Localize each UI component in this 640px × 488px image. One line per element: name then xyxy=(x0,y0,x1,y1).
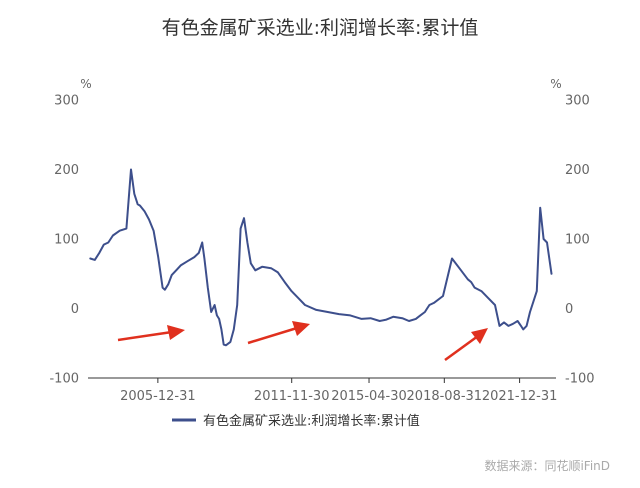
legend: 有色金属矿采选业:利润增长率:累计值 xyxy=(172,413,420,429)
right-y-axis: 300 200 100 0 -100 xyxy=(565,94,595,387)
left-axis-unit: % xyxy=(80,77,91,91)
red-arrow-icon xyxy=(117,325,185,342)
y-tick-label-right: 100 xyxy=(565,233,590,248)
x-tick-label: 2005-12-31 xyxy=(120,389,196,404)
chart-title: 有色金属矿采选业:利润增长率:累计值 xyxy=(162,17,479,39)
red-arrow-icon xyxy=(247,321,310,345)
x-tick-label: 2018-08-31 xyxy=(407,389,483,404)
data-source: 数据来源：同花顺iFinD xyxy=(484,458,610,473)
y-tick-label-left: -100 xyxy=(49,372,79,387)
legend-label: 有色金属矿采选业:利润增长率:累计值 xyxy=(203,413,420,429)
y-tick-label-left: 100 xyxy=(54,233,79,248)
y-tick-label-right: -100 xyxy=(565,372,595,387)
red-arrow-icon xyxy=(444,328,488,362)
left-y-axis: 300 200 100 0 -100 xyxy=(49,94,79,387)
y-tick-label-left: 300 xyxy=(54,94,79,109)
right-axis-unit: % xyxy=(550,77,561,91)
x-axis: 2005-12-31 2011-11-30 2015-04-30 2018-08-31… xyxy=(120,378,557,404)
y-tick-label-right: 0 xyxy=(565,302,573,317)
x-tick-label: 2011-11-30 xyxy=(254,389,330,404)
y-tick-label-right: 300 xyxy=(565,94,590,109)
series-line xyxy=(89,168,553,347)
y-tick-label-left: 200 xyxy=(54,163,79,178)
x-tick-label: 2015-04-30 xyxy=(331,389,407,404)
y-tick-label-left: 0 xyxy=(71,302,79,317)
y-tick-label-right: 200 xyxy=(565,163,590,178)
x-tick-label: 2021-12-31 xyxy=(482,389,558,404)
arrow-annotations xyxy=(117,321,488,362)
